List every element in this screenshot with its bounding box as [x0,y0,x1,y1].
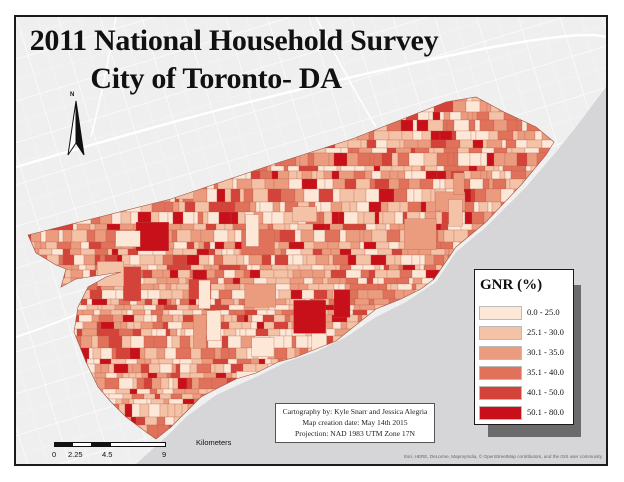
legend-item: 40.1 - 50.0 [479,386,571,402]
legend-label: 40.1 - 50.0 [527,387,564,397]
legend-item: 50.1 - 80.0 [479,406,571,422]
scale-bar-segment [54,442,73,447]
basemap-attribution: Esri, HERE, DeLorme, MapmyIndia, © OpenS… [404,454,602,459]
north-arrow-icon [67,100,85,156]
map-frame: 2011 National Household Survey City of T… [14,15,608,466]
legend-label: 25.1 - 30.0 [527,327,564,337]
map-title-line2: City of Toronto- DA [90,62,342,95]
scale-bar-segment [91,442,111,447]
scale-tick: 2.25 [68,450,83,459]
map-canvas[interactable] [16,17,606,464]
legend-swatch [479,386,522,400]
legend-swatch [479,406,522,420]
legend: GNR (%) 0.0 - 25.0 25.1 - 30.0 30.1 - 35… [474,269,574,425]
legend-swatch [479,306,522,320]
legend-title: GNR (%) [480,277,543,293]
scale-bar-segment [110,442,166,447]
legend-label: 30.1 - 35.0 [527,347,564,357]
legend-item: 30.1 - 35.0 [479,346,571,362]
legend-swatch [479,326,522,340]
credits-cartography: Cartography by: Kyle Snarr and Jessica A… [282,407,428,416]
credits-date: Map creation date: May 14th 2015 [302,418,408,427]
scale-units: Kilometers [196,438,232,447]
legend-label: 50.1 - 80.0 [527,407,564,417]
legend-swatch [479,366,522,380]
north-label: N [70,92,75,98]
legend-item: 35.1 - 40.0 [479,366,571,382]
legend-swatch [479,346,522,360]
map-title-line1: 2011 National Household Survey [29,24,439,57]
legend-item: 25.1 - 30.0 [479,326,571,342]
legend-item: 0.0 - 25.0 [479,306,571,322]
scale-tick: 0 [52,450,57,459]
credits-box: Cartography by: Kyle Snarr and Jessica A… [275,403,435,443]
scale-bar-segment [72,442,92,447]
scale-tick: 4.5 [102,450,113,459]
legend-label: 0.0 - 25.0 [527,307,560,317]
legend-label: 35.1 - 40.0 [527,367,564,377]
credits-projection: Projection: NAD 1983 UTM Zone 17N [294,429,415,438]
scale-tick: 9 [162,450,167,459]
